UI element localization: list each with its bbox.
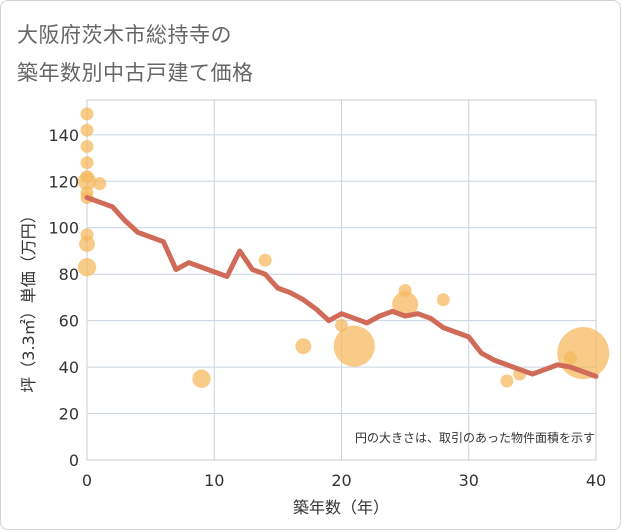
x-tick-label: 0	[82, 471, 92, 490]
data-bubble	[80, 228, 94, 242]
data-bubble	[295, 338, 312, 355]
trend-line	[84, 195, 599, 379]
data-bubble	[80, 170, 94, 184]
y-tick-label: 140	[48, 126, 79, 145]
y-tick-label: 80	[59, 265, 79, 284]
data-bubble	[80, 139, 94, 153]
data-bubble	[93, 177, 107, 191]
x-tick-label: 40	[586, 471, 606, 490]
data-bubble	[333, 325, 375, 367]
y-tick-label: 120	[48, 172, 79, 191]
chart-title-line1: 大阪府茨木市総持寺の	[17, 23, 232, 47]
y-axis-label: 坪（3.3㎡）単価（万円）	[19, 207, 38, 392]
data-bubble	[500, 374, 514, 388]
bubble-size-note: 円の大きさは、取引のあった物件面積を示す	[355, 430, 595, 445]
data-bubble	[80, 123, 94, 137]
y-tick-label: 0	[69, 451, 79, 470]
x-tick-label: 30	[459, 471, 479, 490]
data-bubble	[335, 318, 348, 332]
y-tick-label: 60	[59, 312, 79, 331]
x-axis-label: 築年数（年）	[293, 498, 389, 517]
data-bubble	[80, 107, 94, 121]
data-bubble	[258, 253, 272, 267]
data-bubble	[398, 283, 412, 297]
data-bubble	[192, 369, 211, 388]
y-tick-label: 100	[48, 219, 79, 238]
data-bubble	[79, 236, 95, 252]
y-tick-label: 20	[59, 405, 79, 424]
x-tick-label: 20	[331, 471, 351, 490]
y-tick-label: 40	[59, 358, 79, 377]
data-bubble	[436, 293, 450, 307]
data-bubble	[564, 351, 578, 365]
chart-title-line2: 築年数別中古戸建て価格	[17, 61, 254, 85]
data-bubble	[392, 291, 419, 318]
x-tick-label: 10	[204, 471, 224, 490]
data-bubble	[80, 156, 94, 170]
data-bubble	[77, 258, 97, 277]
